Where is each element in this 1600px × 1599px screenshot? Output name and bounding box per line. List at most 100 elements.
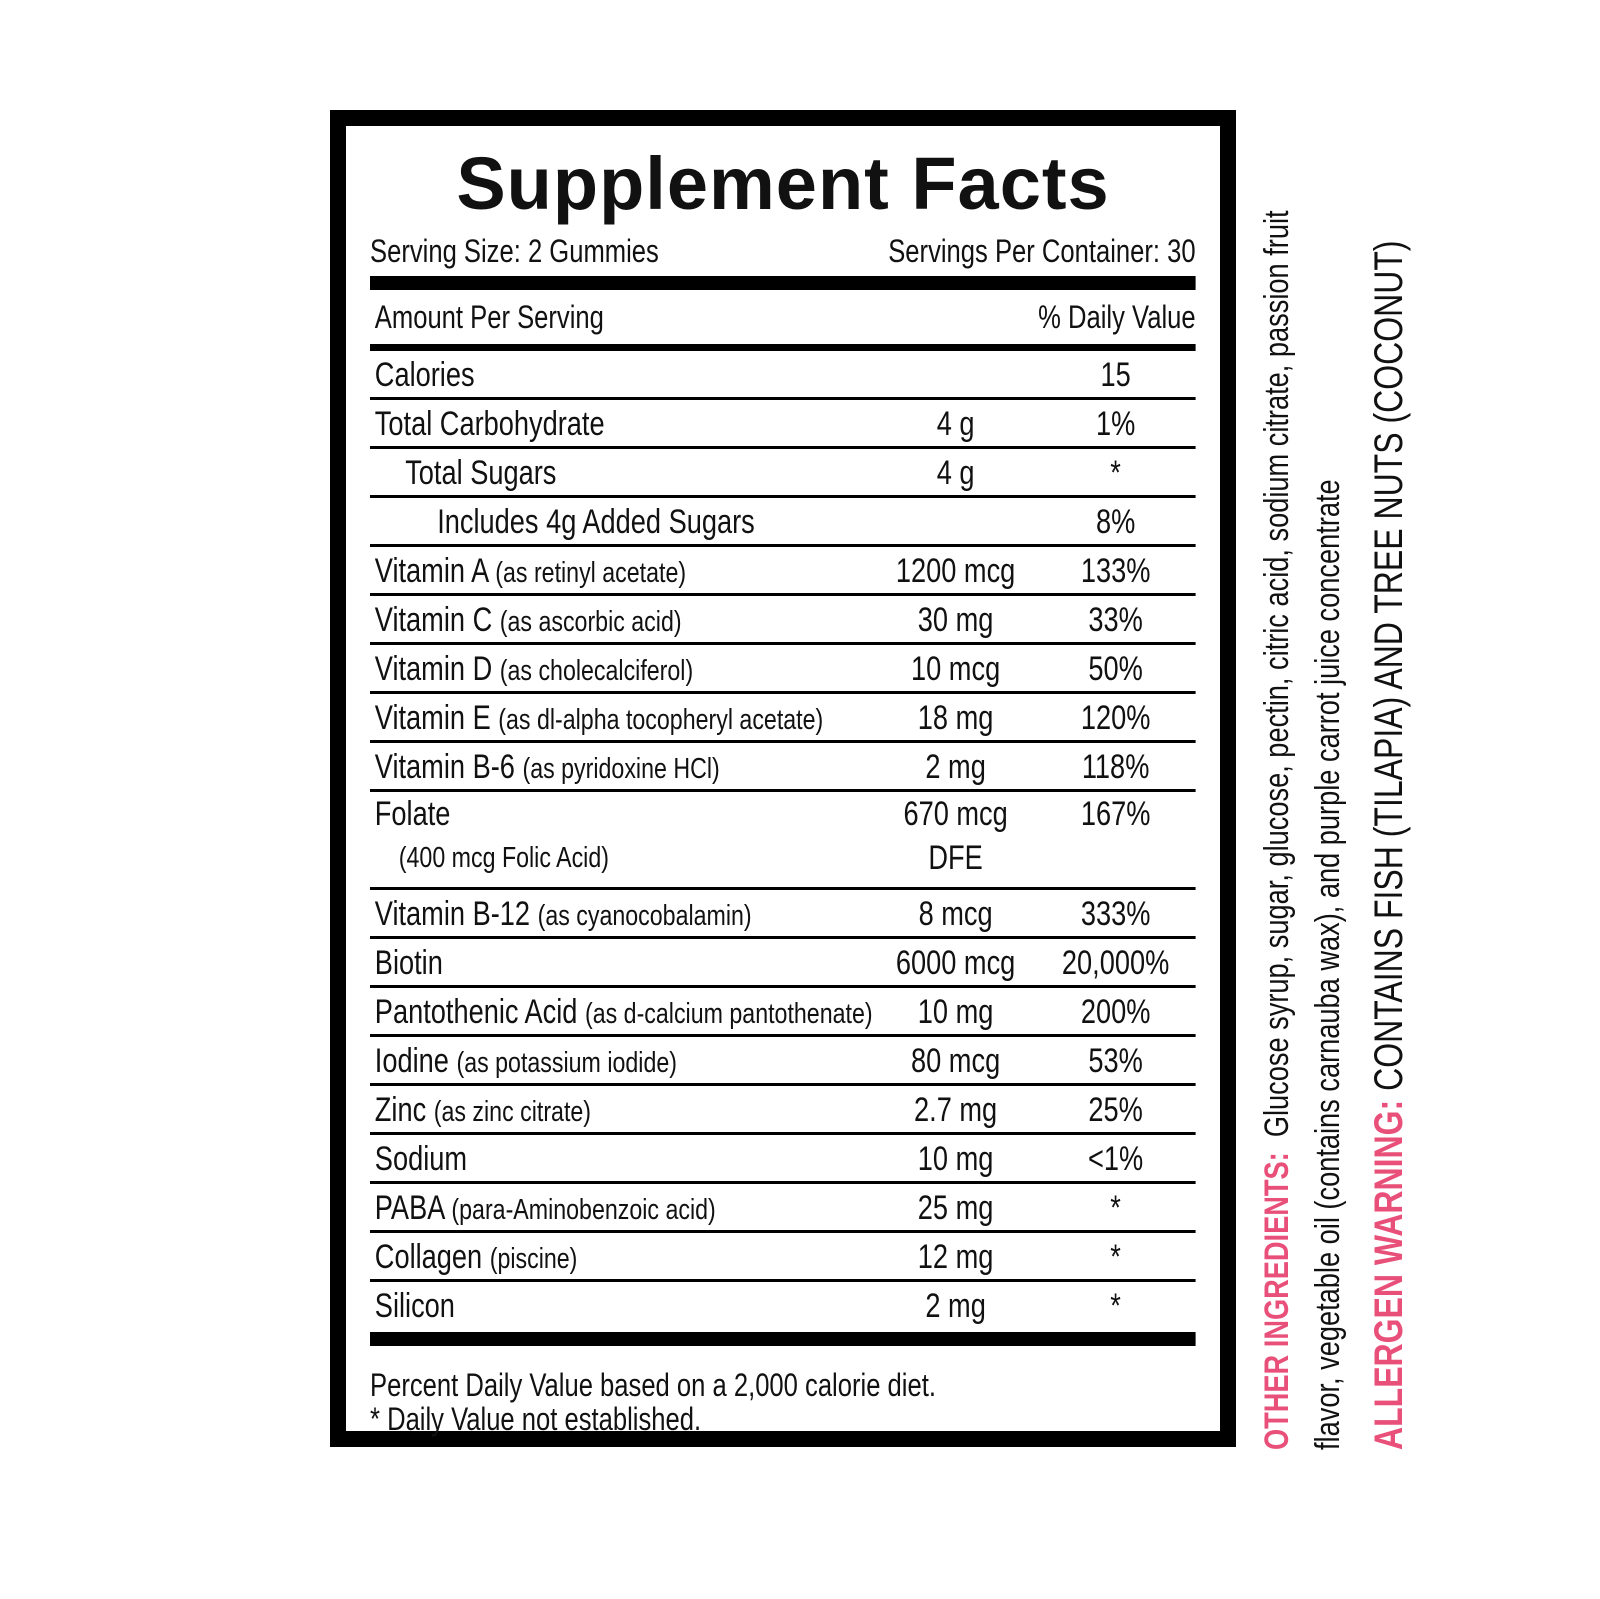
amount-cell: 670 mcg DFE [876,792,1036,887]
amount-cell: 4 g [876,400,1036,448]
nutrient-cell: Total Carbohydrate [370,400,876,448]
amount: 25 mg [917,1189,994,1227]
nutrient-detail: (para-Aminobenzoic acid) [451,1194,716,1226]
dv-cell: 200% [1080,993,1151,1031]
nutrient-detail: (as potassium iodide) [456,1047,677,1079]
dv-cell: 15 [1100,356,1131,394]
amount: 8 mcg [918,895,993,933]
amount-cell: 1200 mcg [876,547,1036,597]
nutrient-cell: Zinc (as zinc citrate) [370,1086,876,1136]
nutrient-row: Vitamin A (as retinyl acetate) 1200 mcg … [370,547,1196,596]
amount-cell: 10 mcg [876,645,1036,695]
nutrient-name: Pantothenic Acid [374,993,578,1031]
dv-cell: 120% [1080,699,1151,737]
other-ingredients-text: Glucose syrup, sugar, glucose, pectin, c… [1258,210,1296,1138]
nutrient-cell: Vitamin B-12 (as cyanocobalamin) [370,890,876,940]
serving-info: Serving Size: 2 Gummies Servings Per Con… [370,226,1196,276]
nutrient-row: Pantothenic Acid (as d-calcium pantothen… [370,988,1196,1037]
nutrient-detail: (400 mcg Folic Acid) [398,842,609,874]
nutrient-cell: Total Sugars [370,449,876,497]
dv-cell: 118% [1081,748,1150,786]
other-ingredients-label: OTHER INGREDIENTS: [1258,1152,1296,1450]
amount: 10 mg [917,1140,994,1178]
dv-cell: 167% [1080,795,1151,833]
allergen-warning: ALLERGEN WARNING: CONTAINS FISH (TILAPIA… [1354,120,1424,1450]
dv-cell: 333% [1080,895,1151,933]
amount: 18 mg [917,699,994,737]
amount-cell: 25 mg [876,1184,1036,1234]
nutrient-name: Vitamin B-6 [374,748,515,786]
nutrient-row: Vitamin B-12 (as cyanocobalamin) 8 mcg 3… [370,890,1196,939]
allergen-text: CONTAINS FISH (TILAPIA) AND TREE NUTS (C… [1367,240,1411,1091]
divider [370,276,1196,290]
nutrient-row: Vitamin D (as cholecalciferol) 10 mcg 50… [370,645,1196,694]
nutrient-row: PABA (para-Aminobenzoic acid) 25 mg * [370,1184,1196,1233]
dv-cell: 133% [1080,552,1151,590]
facts-table: Serving Size: 2 Gummies Servings Per Con… [370,226,1196,1436]
nutrient-row: Silicon 2 mg * [370,1282,1196,1332]
nutrient-detail: (as pyridoxine HCl) [522,753,720,785]
amount: 10 mg [917,993,994,1031]
nutrient-detail: (piscine) [489,1243,578,1275]
nutrient-row: Zinc (as zinc citrate) 2.7 mg 25% [370,1086,1196,1135]
amount-cell: 8 mcg [876,890,1036,940]
amount-cell [876,498,1036,546]
amount-cell: 10 mg [876,1135,1036,1183]
amount-cell: 2 mg [876,743,1036,793]
amount-cell: 10 mg [876,988,1036,1038]
panel-title: Supplement Facts [456,142,1110,225]
amount-cell: 2 mg [876,1282,1036,1332]
nutrient-detail: (as cholecalciferol) [499,655,694,687]
nutrient-detail: (as cyanocobalamin) [537,900,752,932]
nutrient-detail: (as zinc citrate) [433,1096,592,1128]
nutrient-row: Collagen (piscine) 12 mg * [370,1233,1196,1282]
nutrient-row: Iodine (as potassium iodide) 80 mcg 53% [370,1037,1196,1086]
nutrient-row: Biotin 6000 mcg 20,000% [370,939,1196,988]
nutrient-name: Folate [374,795,451,833]
footnotes: Percent Daily Value based on a 2,000 cal… [370,1368,1196,1436]
nutrient-cell: Silicon [370,1282,876,1332]
servings-per-container: Servings Per Container: 30 [888,233,1196,269]
dv-cell: 25% [1088,1091,1143,1129]
amount: 670 mcg [903,795,1008,833]
nutrient-detail: (as dl-alpha tocopheryl acetate) [498,704,824,736]
dv-cell: 20,000% [1061,944,1170,982]
nutrient-row: Includes 4g Added Sugars 8% [370,498,1196,547]
amount: 2 mg [925,748,986,786]
nutrient-row: Total Sugars 4 g * [370,449,1196,498]
nutrient-name: Vitamin D [374,650,493,688]
amount: 4 g [936,405,975,443]
dv-cell: * [1110,454,1121,492]
side-text: OTHER INGREDIENTS: Glucose syrup, sugar,… [1252,120,1424,1450]
amount-cell: 80 mcg [876,1037,1036,1087]
other-ingredients-line1: OTHER INGREDIENTS: Glucose syrup, sugar,… [1252,120,1302,1450]
nutrient-cell: Vitamin B-6 (as pyridoxine HCl) [370,743,876,793]
dv-cell: <1% [1088,1140,1144,1178]
dv-cell: * [1110,1287,1121,1325]
nutrient-detail: (as retinyl acetate) [495,557,687,589]
nutrient-cell: Folate (400 mcg Folic Acid) [370,792,876,887]
nutrient-name: Zinc [374,1091,427,1129]
nutrient-cell: Collagen (piscine) [370,1233,876,1283]
dv-header: % Daily Value [1038,299,1196,335]
footnote: Percent Daily Value based on a 2,000 cal… [370,1367,936,1403]
amount: 10 mcg [911,650,1001,688]
nutrient-name: Calories [374,356,475,394]
amount: 6000 mcg [895,944,1016,982]
dv-cell: 53% [1088,1042,1143,1080]
nutrient-cell: PABA (para-Aminobenzoic acid) [370,1184,876,1234]
amount: 1200 mcg [895,552,1016,590]
nutrient-cell: Vitamin D (as cholecalciferol) [370,645,876,695]
divider [370,344,1196,351]
amount: 2 mg [925,1287,986,1325]
nutrient-row: Sodium 10 mg <1% [370,1135,1196,1184]
dv-cell: 50% [1088,650,1143,688]
nutrient-cell: Iodine (as potassium iodide) [370,1037,876,1087]
amount-unit: DFE [928,839,983,877]
dv-cell: * [1110,1189,1121,1227]
dv-cell: 8% [1095,503,1136,541]
amount-cell: 12 mg [876,1233,1036,1283]
amount-cell: 30 mg [876,596,1036,646]
nutrient-row: Vitamin E (as dl-alpha tocopheryl acetat… [370,694,1196,743]
nutrient-row: Folate (400 mcg Folic Acid) 670 mcg DFE 16… [370,792,1196,890]
